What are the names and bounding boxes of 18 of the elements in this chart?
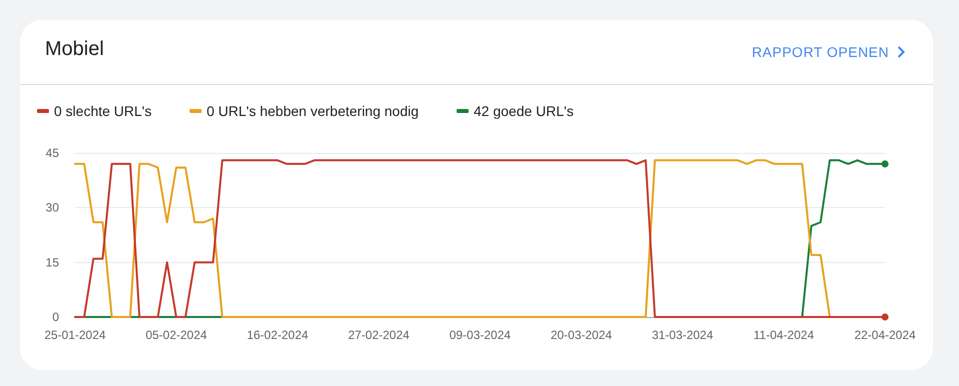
legend-label: 42 goede URL's (474, 103, 574, 119)
legend-label: 0 slechte URL's (54, 103, 152, 119)
y-tick-label: 15 (46, 255, 60, 270)
x-tick-label: 05-02-2024 (146, 328, 208, 342)
x-tick-label: 20-03-2024 (550, 328, 612, 342)
x-tick-label: 31-03-2024 (652, 328, 714, 342)
legend-label: 0 URL's hebben verbetering nodig (206, 103, 419, 119)
chart-title: Mobiel (45, 38, 104, 61)
x-tick-label: 22-04-2024 (854, 328, 916, 342)
x-tick-label: 16-02-2024 (246, 328, 309, 342)
x-tick-label: 27-02-2024 (348, 328, 410, 342)
y-tick-label: 45 (46, 146, 60, 160)
x-tick-label: 25-01-2024 (44, 328, 106, 342)
x-tick-label: 09-03-2024 (449, 328, 512, 342)
x-tick-label: 11-04-2024 (754, 328, 814, 342)
y-tick-label: 30 (46, 200, 60, 215)
text: RAPPORT OPENEN (752, 44, 889, 60)
y-tick-label: 0 (52, 310, 60, 324)
